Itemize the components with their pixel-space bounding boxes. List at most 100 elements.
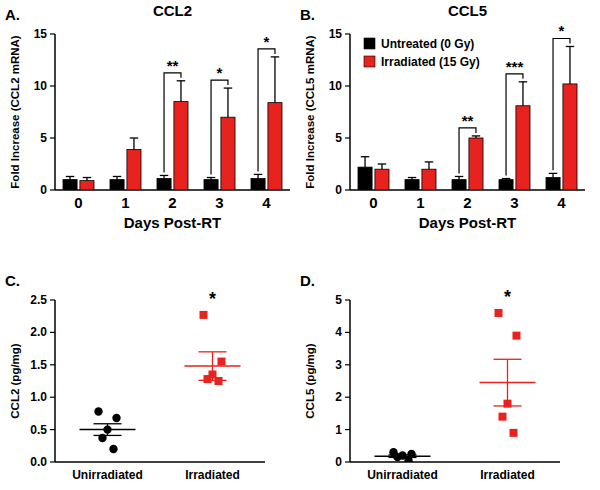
- y-tick: [50, 364, 55, 365]
- bar: [469, 138, 483, 190]
- panel-label: B.: [300, 6, 315, 23]
- significance-label: *: [217, 64, 223, 81]
- y-tick: [345, 332, 350, 333]
- y-tick-label: 1: [335, 423, 342, 437]
- point: [218, 358, 226, 366]
- legend: Untreated (0 Gy)Irradiated (15 Gy): [364, 37, 480, 69]
- error-cap: [472, 135, 480, 136]
- significance-label: *: [504, 287, 511, 307]
- error-bar: [361, 157, 369, 167]
- error-bar: [254, 174, 262, 178]
- bracket-line: [258, 49, 275, 172]
- y-axis: [349, 300, 351, 462]
- bar: [516, 106, 530, 190]
- marks: [375, 309, 536, 462]
- y-tick: [50, 137, 55, 138]
- x-tick-label: 2: [463, 194, 471, 211]
- mean-line: [375, 455, 431, 457]
- bar: [251, 179, 265, 190]
- sem-cap: [199, 351, 227, 352]
- error-cap: [66, 176, 74, 177]
- y-axis-label: Fold Increase (CCL5 mRNA): [304, 35, 316, 189]
- chart-title: CCL2: [153, 2, 192, 19]
- error-cap: [549, 173, 557, 174]
- y-tick-label: 10: [329, 79, 343, 93]
- error-cap: [425, 161, 433, 162]
- y-axis: [54, 300, 56, 462]
- error-bar: [566, 46, 574, 83]
- point: [109, 445, 117, 453]
- y-tick-label: 1.5: [30, 358, 47, 372]
- bracket-line: [164, 73, 181, 173]
- x-tick-label: 0: [74, 194, 82, 211]
- error-bar: [378, 164, 386, 169]
- error-bar: [519, 82, 527, 106]
- y-tick: [50, 85, 55, 86]
- error-stem: [381, 164, 382, 169]
- marks: [63, 57, 282, 190]
- point: [499, 413, 507, 421]
- bracket-line: [506, 74, 523, 176]
- bar: [127, 149, 141, 190]
- legend-label: Untreated (0 Gy): [381, 37, 474, 51]
- bar: [452, 180, 466, 190]
- marks: [80, 311, 241, 453]
- significance-label: ***: [506, 58, 524, 75]
- error-cap: [177, 80, 185, 81]
- panel: 051015A.CCL2Fold Increase (CCL2 mRNA)Day…: [5, 2, 290, 231]
- bar: [80, 181, 94, 190]
- y-tick: [50, 429, 55, 430]
- y-tick: [345, 364, 350, 365]
- significance-label: *: [559, 22, 565, 39]
- x-tick-label: 1: [121, 194, 129, 211]
- error-cap: [455, 176, 463, 177]
- sem-stem: [107, 424, 108, 436]
- point: [513, 332, 521, 340]
- y-axis: [349, 34, 351, 190]
- sem-cap: [94, 423, 122, 424]
- panel-label: D.: [300, 272, 315, 289]
- bar: [221, 117, 235, 190]
- error-cap: [254, 174, 262, 175]
- error-cap: [113, 176, 121, 177]
- significance-bracket: [258, 49, 275, 172]
- y-tick: [345, 299, 350, 300]
- x-axis-label: Days Post-RT: [419, 214, 517, 231]
- bar: [405, 180, 419, 190]
- x-tick-label: Irradiated: [480, 468, 535, 482]
- x-axis-label: Days Post-RT: [124, 214, 222, 231]
- error-cap: [566, 46, 574, 47]
- error-stem: [428, 162, 429, 169]
- y-tick: [345, 33, 350, 34]
- panel: 051015B.CCL5Fold Increase (CCL5 mRNA)Day…: [300, 2, 585, 231]
- bar: [358, 167, 372, 190]
- point: [204, 375, 212, 383]
- error-bar: [83, 178, 91, 181]
- y-tick: [50, 461, 55, 462]
- bar: [499, 180, 513, 190]
- legend-swatch: [364, 56, 375, 67]
- x-tick-label: 4: [262, 194, 271, 211]
- bar: [174, 102, 188, 190]
- bracket-line: [459, 128, 476, 174]
- error-cap: [271, 56, 279, 57]
- sem-cap: [94, 435, 122, 436]
- point: [200, 311, 208, 319]
- y-tick-label: 5: [335, 131, 342, 145]
- error-bar: [224, 88, 232, 117]
- significance-bracket: [459, 128, 476, 174]
- panel: 012345D.CCL5 (pg/mg)UnirradiatedIrradiat…: [300, 272, 560, 482]
- x-tick-label: 4: [557, 194, 566, 211]
- y-tick: [50, 189, 55, 190]
- y-tick-label: 5: [335, 293, 342, 307]
- y-tick-label: 4: [335, 325, 342, 339]
- error-cap: [130, 137, 138, 138]
- point: [495, 309, 503, 317]
- error-bar: [502, 179, 510, 180]
- bar: [422, 169, 436, 190]
- x-tick-label: Irradiated: [185, 468, 240, 482]
- error-bar: [472, 136, 480, 138]
- sem-cap: [389, 457, 417, 458]
- x-tick-label: Unirradiated: [72, 468, 143, 482]
- sem-stem: [507, 359, 508, 406]
